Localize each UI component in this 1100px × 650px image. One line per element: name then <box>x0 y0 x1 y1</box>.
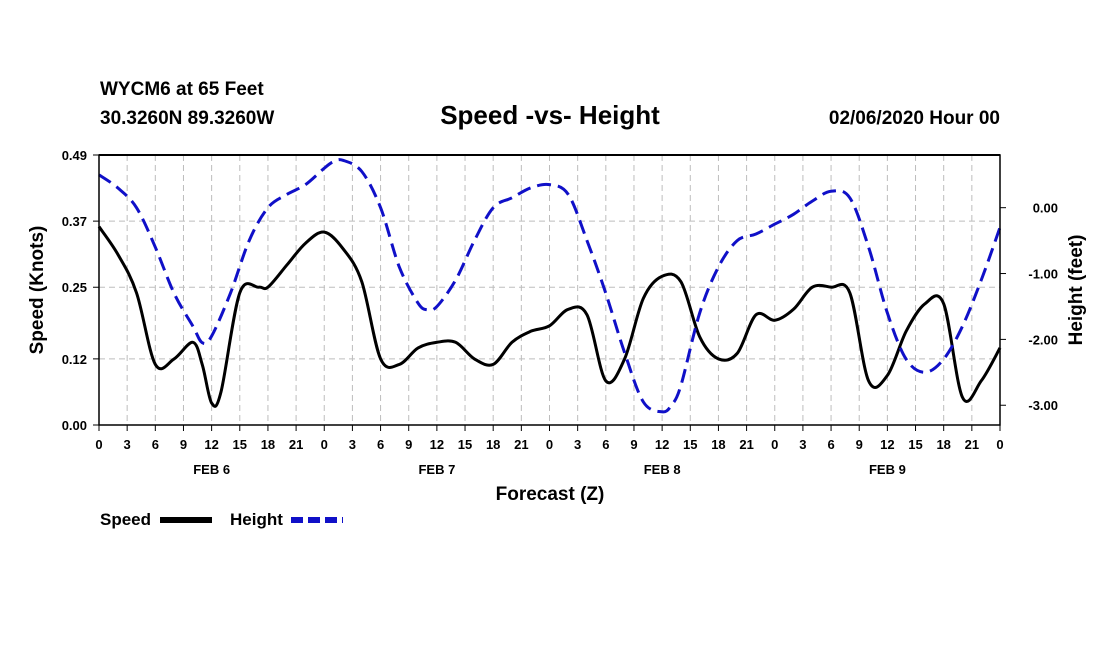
speed-series-line <box>97 225 1002 408</box>
series-layer <box>97 158 1002 414</box>
legend-speed-label: Speed <box>100 510 151 529</box>
y2-tick-label: -2.00 <box>1028 332 1058 347</box>
x-tick-label: 0 <box>996 437 1003 452</box>
coords-label: 30.3260N 89.3260W <box>100 108 274 129</box>
x-tick-label: 18 <box>486 437 500 452</box>
legend-height-label: Height <box>230 510 283 529</box>
x-tick-label: 9 <box>405 437 412 452</box>
x-tick-label: 3 <box>124 437 131 452</box>
x-tick-label: 0 <box>771 437 778 452</box>
x-tick-label: 15 <box>908 437 922 452</box>
y-tick-label: 0.37 <box>62 214 87 229</box>
x-tick-label: 3 <box>574 437 581 452</box>
x-tick-label: 0 <box>321 437 328 452</box>
x-tick-label: 9 <box>856 437 863 452</box>
x-tick-label: 12 <box>204 437 218 452</box>
y2-tick-label: -1.00 <box>1028 267 1058 282</box>
y2-tick-label: -3.00 <box>1028 398 1058 413</box>
x-tick-label: 12 <box>880 437 894 452</box>
day-label: FEB 6 <box>193 462 230 477</box>
y2-axis-label: Height (feet) <box>1066 235 1087 346</box>
y2-tick-label: 0.00 <box>1033 201 1058 216</box>
x-tick-label: 9 <box>630 437 637 452</box>
x-tick-label: 0 <box>95 437 102 452</box>
x-tick-label: 0 <box>546 437 553 452</box>
x-tick-label: 6 <box>152 437 159 452</box>
legend: Speed Height <box>100 510 343 529</box>
x-tick-label: 3 <box>799 437 806 452</box>
day-label: FEB 9 <box>869 462 906 477</box>
day-label: FEB 8 <box>644 462 681 477</box>
x-tick-label: 21 <box>965 437 979 452</box>
x-tick-label: 3 <box>349 437 356 452</box>
y-axis-label: Speed (Knots) <box>27 226 48 355</box>
x-tick-label: 18 <box>711 437 725 452</box>
x-tick-label: 6 <box>602 437 609 452</box>
y-tick-label: 0.12 <box>62 352 87 367</box>
x-tick-label: 6 <box>377 437 384 452</box>
y-tick-label: 0.49 <box>62 148 87 163</box>
x-tick-label: 21 <box>514 437 528 452</box>
x-tick-label: 9 <box>180 437 187 452</box>
y-tick-label: 0.00 <box>62 418 87 433</box>
day-label: FEB 7 <box>418 462 455 477</box>
x-tick-label: 6 <box>827 437 834 452</box>
station-label: WYCM6 at 65 Feet <box>100 79 264 100</box>
x-tick-label: 12 <box>655 437 669 452</box>
y-tick-label: 0.25 <box>62 280 87 295</box>
x-tick-label: 21 <box>289 437 303 452</box>
axis-ticks: 0 3 6 9 12 15 18 21 0 3 6 9 12 15 18 21 0 3 6 9 12 15 18 21 0 3 6 9… <box>62 148 1058 477</box>
x-tick-label: 15 <box>683 437 697 452</box>
x-tick-label: 18 <box>261 437 275 452</box>
x-tick-label: 21 <box>739 437 753 452</box>
chart-title: Speed -vs- Height <box>440 100 660 130</box>
datetime-label: 02/06/2020 Hour 00 <box>829 108 1000 129</box>
height-series-line <box>98 158 1002 414</box>
grid <box>99 155 1000 425</box>
x-tick-label: 15 <box>233 437 247 452</box>
x-tick-label: 12 <box>430 437 444 452</box>
x-tick-label: 15 <box>458 437 472 452</box>
x-tick-label: 18 <box>936 437 950 452</box>
x-axis-label: Forecast (Z) <box>496 484 605 505</box>
